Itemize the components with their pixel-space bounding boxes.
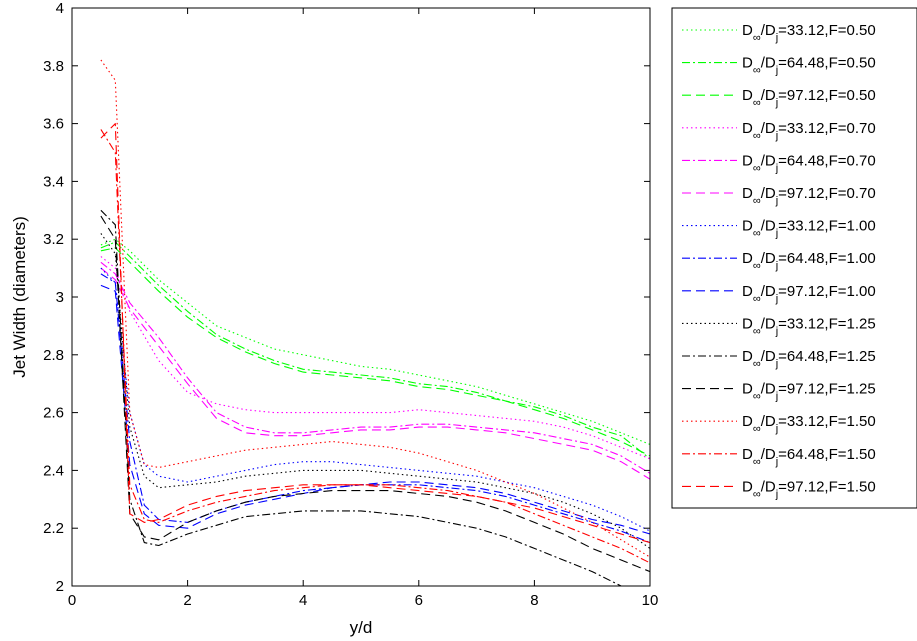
series-line-10: [100, 209, 624, 586]
legend-label-8: D∞/Dj=97.12,F=1.00: [742, 283, 876, 305]
x-tick-label: 6: [415, 592, 423, 609]
series-line-1: [100, 241, 650, 460]
legend-label-11: D∞/Dj=97.12,F=1.25: [742, 381, 876, 403]
legend-box: [671, 7, 917, 509]
x-tick-label: 0: [68, 592, 76, 609]
series-line-9: [100, 233, 650, 549]
legend-label-9: D∞/Dj=33.12,F=1.25: [742, 315, 876, 337]
legend-label-0: D∞/Dj=33.12,F=0.50: [742, 22, 876, 44]
legend-label-6: D∞/Dj=33.12,F=1.00: [742, 218, 876, 240]
x-tick-label: 4: [299, 592, 307, 609]
y-tick-label: 2.4: [43, 462, 64, 479]
y-axis-label: Jet Width (diameters): [10, 216, 29, 378]
series-line-3: [100, 256, 650, 460]
series-line-5: [100, 267, 650, 480]
y-tick-label: 2.6: [43, 405, 64, 422]
legend-label-1: D∞/Dj=64.48,F=0.50: [742, 55, 876, 77]
legend-label-10: D∞/Dj=64.48,F=1.25: [742, 348, 876, 370]
series-line-12: [100, 59, 650, 558]
legend: D∞/Dj=33.12,F=0.50 D∞/Dj=64.48,F=0.50 D∞/D…: [671, 7, 917, 509]
series-line-8: [100, 284, 650, 535]
series-layer: [100, 59, 650, 586]
y-tick-label: 3.2: [43, 231, 64, 248]
legend-label-3: D∞/Dj=33.12,F=0.70: [742, 120, 876, 142]
y-tick-label: 3.6: [43, 116, 64, 133]
legend-label-14: D∞/Dj=97.12,F=1.50: [742, 478, 876, 500]
plot-background: [72, 8, 650, 586]
y-tick-label: 3: [56, 289, 64, 306]
x-tick-label: 10: [642, 592, 659, 609]
x-axis-label: y/d: [350, 618, 373, 637]
series-line-14: [100, 123, 650, 544]
y-tick-label: 2.8: [43, 347, 64, 364]
series-line-4: [100, 261, 650, 474]
legend-label-12: D∞/Dj=33.12,F=1.50: [742, 413, 876, 435]
y-tick-label: 3.8: [43, 58, 64, 75]
y-tick-label: 3.4: [43, 173, 64, 190]
x-tick-label: 2: [183, 592, 191, 609]
legend-label-4: D∞/Dj=64.48,F=0.70: [742, 152, 876, 174]
legend-label-13: D∞/Dj=64.48,F=1.50: [742, 446, 876, 468]
series-line-11: [100, 215, 650, 573]
x-tick-label: 8: [530, 592, 538, 609]
y-tick-label: 2: [56, 578, 64, 595]
legend-label-7: D∞/Dj=64.48,F=1.00: [742, 250, 876, 272]
legend-label-2: D∞/Dj=97.12,F=0.50: [742, 87, 876, 109]
y-tick-label: 2.2: [43, 520, 64, 537]
series-line-2: [100, 247, 650, 457]
y-tick-label: 4: [56, 0, 64, 17]
series-line-6: [100, 267, 650, 532]
legend-label-5: D∞/Dj=97.12,F=0.70: [742, 185, 876, 207]
